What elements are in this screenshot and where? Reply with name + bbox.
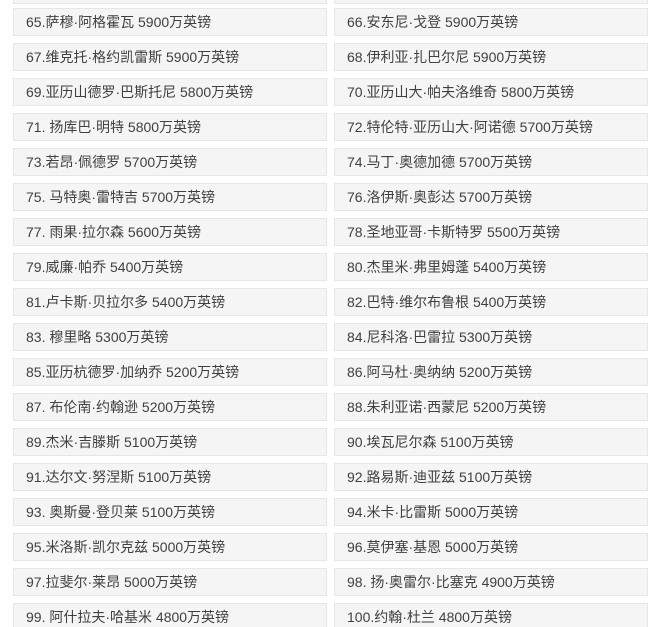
- table-row: 77. 雨果·拉尔森 5600万英镑 78.圣地亚哥·卡斯特罗 5500万英镑: [13, 218, 648, 246]
- player-value-cell: 90.埃瓦尼尔森 5100万英镑: [334, 428, 648, 456]
- player-value-cell: 87. 布伦南·约翰逊 5200万英镑: [13, 393, 327, 421]
- player-value-cell: 84.尼科洛·巴雷拉 5300万英镑: [334, 323, 648, 351]
- player-value-cell: 94.米卡·比雷斯 5000万英镑: [334, 498, 648, 526]
- table-row: 95.米洛斯·凯尔克兹 5000万英镑 96.莫伊塞·基恩 5000万英镑: [13, 533, 648, 561]
- player-value-cell: 93. 奥斯曼·登贝莱 5100万英镑: [13, 498, 327, 526]
- player-value-cell: 79.威廉·帕乔 5400万英镑: [13, 253, 327, 281]
- table-row: 71. 扬库巴·明特 5800万英镑 72.特伦特·亚历山大·阿诺德 5700万…: [13, 113, 648, 141]
- table-row: 67.维克托·格约凯雷斯 5900万英镑 68.伊利亚·扎巴尔尼 5900万英镑: [13, 43, 648, 71]
- player-value-cell: 65.萨穆·阿格霍瓦 5900万英镑: [13, 8, 327, 36]
- player-value-cell: 99. 阿什拉夫·哈基米 4800万英镑: [13, 603, 327, 627]
- player-value-cell: 76.洛伊斯·奥彭达 5700万英镑: [334, 183, 648, 211]
- table-row: 81.卢卡斯·贝拉尔多 5400万英镑 82.巴特·维尔布鲁根 5400万英镑: [13, 288, 648, 316]
- player-value-cell: 82.巴特·维尔布鲁根 5400万英镑: [334, 288, 648, 316]
- table-row: 65.萨穆·阿格霍瓦 5900万英镑 66.安东尼·戈登 5900万英镑: [13, 8, 648, 36]
- player-value-cell: 98. 扬·奥雷尔·比塞克 4900万英镑: [334, 568, 648, 596]
- player-value-cell: 91.达尔文·努涅斯 5100万英镑: [13, 463, 327, 491]
- table-row: 97.拉斐尔·莱昂 5000万英镑 98. 扬·奥雷尔·比塞克 4900万英镑: [13, 568, 648, 596]
- table-row: 93. 奥斯曼·登贝莱 5100万英镑 94.米卡·比雷斯 5000万英镑: [13, 498, 648, 526]
- player-value-cell: 80.杰里米·弗里姆蓬 5400万英镑: [334, 253, 648, 281]
- player-value-cell: 95.米洛斯·凯尔克兹 5000万英镑: [13, 533, 327, 561]
- player-value-cell: 86.阿马杜·奥纳纳 5200万英镑: [334, 358, 648, 386]
- player-value-cell: 96.莫伊塞·基恩 5000万英镑: [334, 533, 648, 561]
- table-row: 79.威廉·帕乔 5400万英镑 80.杰里米·弗里姆蓬 5400万英镑: [13, 253, 648, 281]
- player-value-cell: 81.卢卡斯·贝拉尔多 5400万英镑: [13, 288, 327, 316]
- player-value-cell: 78.圣地亚哥·卡斯特罗 5500万英镑: [334, 218, 648, 246]
- player-value-cell: 85.亚历杭德罗·加纳乔 5200万英镑: [13, 358, 327, 386]
- player-value-cell: 67.维克托·格约凯雷斯 5900万英镑: [13, 43, 327, 71]
- previous-row-partial: [13, 0, 648, 4]
- table-row: 85.亚历杭德罗·加纳乔 5200万英镑 86.阿马杜·奥纳纳 5200万英镑: [13, 358, 648, 386]
- player-value-cell: 89.杰米·吉滕斯 5100万英镑: [13, 428, 327, 456]
- table-row: 83. 穆里略 5300万英镑 84.尼科洛·巴雷拉 5300万英镑: [13, 323, 648, 351]
- previous-row-right-cell-partial: [334, 0, 648, 4]
- player-value-cell: 66.安东尼·戈登 5900万英镑: [334, 8, 648, 36]
- previous-row-left-cell-partial: [13, 0, 327, 4]
- table-row: 89.杰米·吉滕斯 5100万英镑 90.埃瓦尼尔森 5100万英镑: [13, 428, 648, 456]
- table-row: 69.亚历山德罗·巴斯托尼 5800万英镑 70.亚历山大·帕夫洛维奇 5800…: [13, 78, 648, 106]
- player-value-cell: 74.马丁·奥德加德 5700万英镑: [334, 148, 648, 176]
- player-value-cell: 68.伊利亚·扎巴尔尼 5900万英镑: [334, 43, 648, 71]
- table-row: 99. 阿什拉夫·哈基米 4800万英镑 100.约翰·杜兰 4800万英镑: [13, 603, 648, 627]
- player-value-cell: 97.拉斐尔·莱昂 5000万英镑: [13, 568, 327, 596]
- player-value-cell: 73.若昂·佩德罗 5700万英镑: [13, 148, 327, 176]
- table-row: 73.若昂·佩德罗 5700万英镑 74.马丁·奥德加德 5700万英镑: [13, 148, 648, 176]
- player-value-cell: 77. 雨果·拉尔森 5600万英镑: [13, 218, 327, 246]
- player-value-cell: 88.朱利亚诺·西蒙尼 5200万英镑: [334, 393, 648, 421]
- player-value-cell: 69.亚历山德罗·巴斯托尼 5800万英镑: [13, 78, 327, 106]
- table-row: 75. 马特奥·雷特吉 5700万英镑 76.洛伊斯·奥彭达 5700万英镑: [13, 183, 648, 211]
- player-value-cell: 72.特伦特·亚历山大·阿诺德 5700万英镑: [334, 113, 648, 141]
- player-value-cell: 75. 马特奥·雷特吉 5700万英镑: [13, 183, 327, 211]
- player-value-cell: 70.亚历山大·帕夫洛维奇 5800万英镑: [334, 78, 648, 106]
- player-value-cell: 100.约翰·杜兰 4800万英镑: [334, 603, 648, 627]
- player-value-cell: 71. 扬库巴·明特 5800万英镑: [13, 113, 327, 141]
- player-value-cell: 83. 穆里略 5300万英镑: [13, 323, 327, 351]
- table-row: 91.达尔文·努涅斯 5100万英镑 92.路易斯·迪亚兹 5100万英镑: [13, 463, 648, 491]
- player-value-cell: 92.路易斯·迪亚兹 5100万英镑: [334, 463, 648, 491]
- table-row: 87. 布伦南·约翰逊 5200万英镑 88.朱利亚诺·西蒙尼 5200万英镑: [13, 393, 648, 421]
